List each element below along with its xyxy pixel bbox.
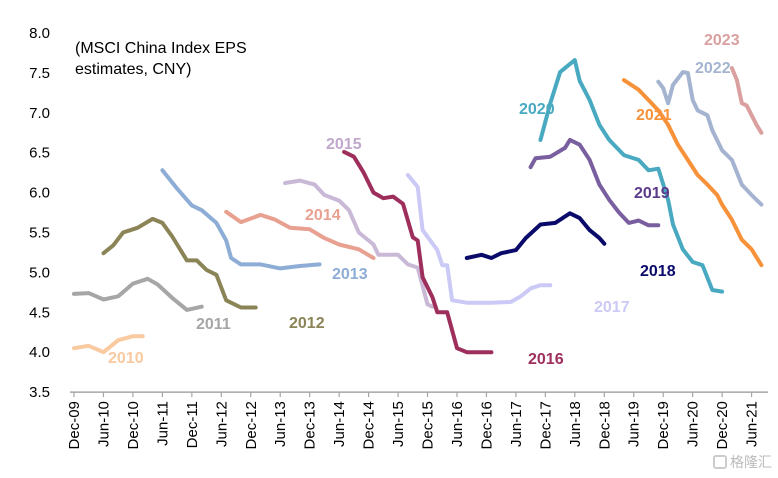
x-tick-label: Jun-20 (685, 401, 702, 447)
watermark: 格隆汇 (713, 452, 772, 472)
y-tick-label: 7.0 (29, 105, 50, 122)
watermark-text: 格隆汇 (730, 454, 772, 470)
series-line-2015 (283, 178, 435, 309)
series-label-2020: 2020 (519, 101, 555, 118)
x-tick-label: Dec-10 (125, 401, 142, 449)
y-tick-label: 4.0 (29, 344, 50, 361)
series-label-2017: 2017 (594, 299, 630, 316)
annotation-line-1: (MSCI China Index EPS (75, 40, 247, 57)
series-label-2016: 2016 (528, 351, 564, 368)
x-tick-label: Jun-14 (331, 401, 348, 447)
x-tick-label: Dec-12 (243, 401, 260, 449)
x-tick-label: Dec-15 (420, 401, 437, 449)
x-tick-label: Dec-16 (478, 401, 495, 449)
series-line-2014 (224, 209, 376, 260)
series-label-2013: 2013 (332, 266, 368, 283)
x-tick-label: Dec-20 (714, 401, 731, 449)
chart-annotation: (MSCI China Index EPS estimates, CNY) (75, 38, 247, 80)
series-line-2016 (342, 149, 494, 355)
series-label-2023: 2023 (704, 32, 740, 49)
x-tick-label: Dec-09 (66, 401, 83, 449)
y-tick-label: 7.5 (29, 65, 50, 82)
series-line-2020 (538, 58, 725, 294)
series-label-2021: 2021 (636, 107, 672, 124)
series-line-2010 (72, 334, 145, 355)
series-line-2021 (621, 78, 764, 268)
x-tick-label: Dec-18 (596, 401, 613, 449)
series-label-2015: 2015 (326, 136, 362, 153)
y-tick-label: 8.0 (29, 25, 50, 42)
x-tick-label: Jun-16 (449, 401, 466, 447)
annotation-line-2: estimates, CNY) (75, 61, 192, 78)
x-tick-label: Jun-17 (508, 401, 525, 447)
series-line-2017 (405, 173, 553, 305)
x-tick-label: Dec-13 (302, 401, 319, 449)
series-line-2023 (729, 66, 764, 135)
series-label-2010: 2010 (108, 350, 144, 367)
x-tick-label: Jun-10 (95, 401, 112, 447)
x-tick-label: Jun-19 (626, 401, 643, 447)
series-line-2019 (528, 137, 661, 228)
series-label-2014: 2014 (305, 207, 341, 224)
series-line-2012 (101, 216, 258, 310)
x-tick-label: Jun-15 (390, 401, 407, 447)
series-line-2018 (464, 211, 607, 260)
x-tick-label: Jun-21 (744, 401, 761, 447)
series-label-2011: 2011 (196, 316, 231, 333)
y-tick-label: 4.5 (29, 304, 50, 321)
x-tick-label: Jun-11 (154, 401, 171, 446)
series-label-2018: 2018 (640, 263, 676, 280)
x-tick-label: Jun-12 (213, 401, 230, 447)
series-label-2019: 2019 (634, 185, 670, 202)
y-tick-label: 6.0 (29, 185, 50, 202)
watermark-logo-icon (713, 455, 727, 469)
series-label-2012: 2012 (289, 315, 325, 332)
x-tick-label: Dec-17 (537, 401, 554, 449)
x-tick-label: Dec-19 (655, 401, 672, 449)
y-tick-label: 5.0 (29, 264, 50, 281)
y-tick-label: 6.5 (29, 145, 50, 162)
x-tick-label: Dec-14 (361, 401, 378, 449)
series-line-2011 (72, 276, 204, 312)
y-tick-label: 5.5 (29, 225, 50, 242)
x-tick-label: Jun-18 (567, 401, 584, 447)
x-tick-label: Dec-11 (184, 401, 201, 448)
x-tick-label: Jun-13 (272, 401, 289, 447)
series-label-2022: 2022 (695, 60, 731, 77)
y-tick-label: 3.5 (29, 384, 50, 401)
series-line-2013 (160, 168, 322, 271)
series-line-2022 (656, 70, 764, 207)
